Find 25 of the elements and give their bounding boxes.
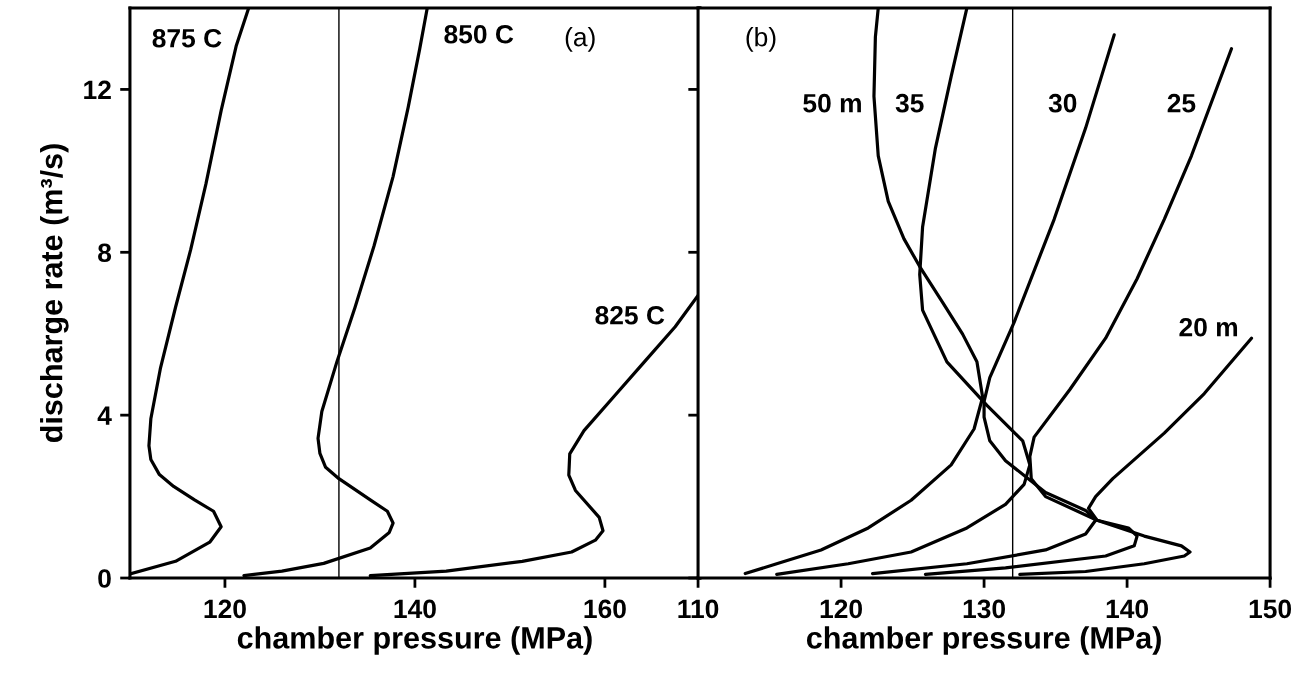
- x-axis-title: chamber pressure (MPa): [237, 626, 592, 655]
- x-tick-label: 140: [394, 599, 436, 619]
- annotation: (b): [746, 27, 776, 52]
- series-label: 20 m: [1179, 317, 1238, 337]
- series-label: 35: [895, 93, 924, 113]
- y-tick-label: 4: [97, 406, 112, 425]
- y-tick-label: 12: [84, 80, 111, 99]
- x-tick-label: 130: [963, 599, 1006, 619]
- x-tick-label: 160: [584, 599, 626, 619]
- series-label: 825 C: [595, 305, 665, 325]
- series-label: 30: [1048, 93, 1077, 113]
- series-label: 850 C: [444, 24, 514, 44]
- series-label: 50 m: [803, 93, 861, 113]
- x-axis-title: chamber pressure (MPa): [806, 626, 1161, 655]
- x-tick-label: 120: [204, 599, 246, 619]
- series-label: 875 C: [152, 28, 222, 48]
- x-tick-label: 140: [1106, 599, 1149, 619]
- x-tick-label: 120: [820, 599, 862, 619]
- annotation: (a): [565, 27, 595, 52]
- y-tick-label: 8: [98, 243, 112, 263]
- y-tick-label: 0: [98, 569, 111, 588]
- series-label: 25: [1167, 93, 1196, 113]
- x-tick-label: 110: [678, 599, 719, 619]
- x-tick-label: 150: [1249, 599, 1292, 619]
- y-axis-title: discharge rate (m³/s): [40, 144, 69, 443]
